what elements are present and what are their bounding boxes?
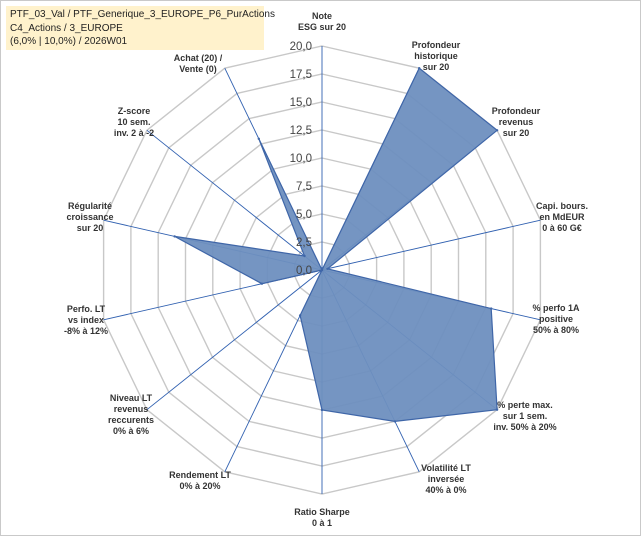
axis-spoke-12	[146, 129, 323, 271]
tick-label-2: 5,0	[296, 209, 312, 221]
axis-label-12-line-0: Z-score	[118, 106, 151, 116]
data-point-9	[320, 268, 324, 272]
axis-label-11-line-0: Régularité	[68, 201, 112, 211]
axis-label-4-line-1: positive	[539, 314, 573, 324]
axis-label-11-line-1: croissance	[66, 212, 113, 222]
axis-label-6-line-2: 40% à 0%	[425, 485, 466, 495]
axis-label-11-line-2: sur 20	[77, 223, 104, 233]
tick-label-0: 0,0	[296, 265, 312, 277]
axis-label-7-line-0: Ratio Sharpe	[294, 507, 350, 517]
axis-label-2-line-1: revenus	[499, 117, 534, 127]
axis-label-10-line-1: vs index	[68, 315, 104, 325]
axis-label-6-line-0: Volatilité LT	[421, 463, 471, 473]
axis-label-9-line-1: revenus	[114, 404, 149, 414]
axis-label-4-line-2: 50% à 80%	[533, 325, 579, 335]
title-line-1: PTF_03_Val / PTF_Generique_3_EUROPE_P6_P…	[10, 9, 275, 20]
tick-label-6: 15,0	[290, 97, 312, 109]
axis-label-2-line-0: Profondeur	[492, 106, 541, 116]
tick-label-5: 12,5	[290, 125, 312, 137]
axis-label-9-line-0: Niveau LT	[110, 393, 153, 403]
axis-label-10-line-0: Perfo. LT	[67, 304, 106, 314]
data-point-4	[490, 307, 493, 310]
axis-label-3-line-2: 0 à 60 G€	[542, 223, 582, 233]
axis-label-5-line-2: inv. 50% à 20%	[493, 422, 556, 432]
axis-label-10-line-2: -8% à 12%	[64, 326, 108, 336]
axis-label-6-line-1: inversée	[428, 474, 465, 484]
chart-title-box: PTF_03_Val / PTF_Generique_3_EUROPE_P6_P…	[6, 6, 275, 50]
axis-label-2-line-2: sur 20	[503, 128, 530, 138]
tick-label-4: 10,0	[290, 153, 312, 165]
axis-label-3-line-1: en MdEUR	[540, 212, 586, 222]
axis-label-4-line-0: % perfo 1A	[532, 303, 580, 313]
tick-label-8: 20,0	[290, 41, 312, 53]
axis-label-13-line-1: Achat (20) /	[174, 53, 223, 63]
axis-label-9-line-3: 0% à 6%	[113, 426, 149, 436]
data-point-8	[298, 314, 302, 317]
axis-label-7-line-1: 0 à 1	[312, 518, 332, 528]
data-point-3	[326, 267, 329, 270]
axis-label-8-line-0: Rendement LT	[169, 470, 231, 480]
axis-label-12-line-2: inv. 2 à -2	[114, 128, 154, 138]
tick-label-7: 17,5	[290, 69, 312, 81]
axis-label-0-line-1: ESG sur 20	[298, 22, 346, 32]
axis-label-5-line-1: sur 1 sem.	[503, 411, 548, 421]
data-point-5	[495, 408, 499, 411]
tick-label-3: 7,5	[296, 181, 312, 193]
axis-label-1-line-2: sur 20	[423, 62, 450, 72]
axis-label-1-line-0: Profondeur	[412, 40, 461, 50]
tick-label-1: 2,5	[296, 237, 312, 249]
axis-label-9-line-2: reccurents	[108, 415, 154, 425]
axis-label-1-line-1: historique	[414, 51, 458, 61]
data-point-11	[173, 235, 176, 238]
data-point-2	[495, 129, 499, 132]
data-point-6	[393, 420, 397, 423]
axis-label-12-line-1: 10 sem.	[117, 117, 150, 127]
data-point-12	[303, 254, 306, 258]
data-point-1	[418, 67, 421, 70]
axis-label-5-line-0: % perte max.	[497, 400, 553, 410]
data-point-10	[260, 282, 264, 285]
axis-label-8-line-1: 0% à 20%	[179, 481, 220, 491]
axis-spoke-9	[146, 269, 323, 411]
axis-label-3-line-0: Capi. bours.	[536, 201, 588, 211]
data-point-13	[257, 137, 260, 140]
title-line-2: C4_Actions / 3_EUROPE	[10, 22, 123, 34]
axis-label-13-line-2: Vente (0)	[179, 64, 217, 74]
data-point-7	[320, 408, 324, 412]
axis-label-0-line-0: Note	[312, 11, 332, 21]
title-line-3: (6,0% | 10,0%) / 2026W01	[10, 36, 128, 47]
axis-spoke-3	[321, 219, 541, 271]
series-area	[174, 67, 499, 423]
